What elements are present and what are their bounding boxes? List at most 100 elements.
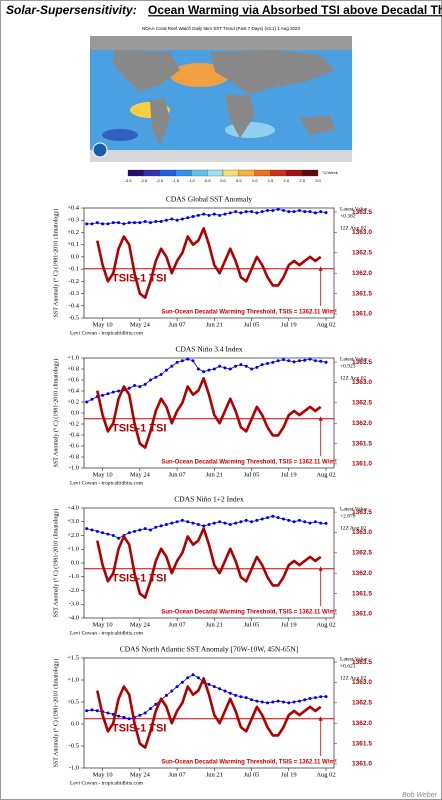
map-caption: NOAA Coral Reef Watch Daily 5km SST Tren… (142, 26, 301, 31)
credit: Levi Cowan - tropicaltidbits.com (70, 780, 144, 786)
x-tick-label: Jul 05 (244, 471, 260, 478)
colorbar-segment (175, 169, 192, 177)
sst-point (260, 210, 264, 214)
sst-point (255, 211, 259, 215)
sst-point (308, 696, 312, 700)
colorbar-label: 2.0 (284, 178, 290, 183)
y2-tick-label: 1363.5 (352, 659, 372, 666)
sst-point (234, 521, 238, 525)
sst-point (159, 524, 163, 528)
latest-label: Latest Value: (340, 356, 369, 362)
sst-point (212, 367, 216, 371)
sst-point (260, 700, 264, 704)
sst-point (239, 520, 243, 524)
sst-point (297, 359, 301, 363)
sst-point (313, 359, 317, 363)
sst-point (292, 520, 296, 524)
sst-point (239, 211, 243, 215)
sst-point (308, 521, 312, 525)
sst-point (186, 357, 190, 361)
sst-point (313, 696, 317, 700)
y-tick-label: -0.5 (69, 314, 79, 321)
sst-point (196, 213, 200, 217)
y-tick-label: +2.0 (67, 532, 79, 539)
sst-point (207, 682, 211, 686)
colorbar-segment (143, 169, 160, 177)
sst-point (281, 208, 285, 212)
x-tick-label: Jun 07 (169, 471, 187, 478)
y2-tick-label: 1362.5 (352, 550, 372, 557)
latest-label: Latest Value: (340, 506, 369, 512)
latest-time: 12Z Aug 02 (340, 525, 367, 531)
sst-point (303, 358, 307, 362)
latest-time: 12Z Aug 02 (340, 225, 367, 231)
sst-point (223, 521, 227, 525)
y-tick-label: +1.0 (67, 546, 79, 553)
sst-point (202, 370, 206, 374)
sst-point (175, 685, 179, 689)
arrow-head (318, 566, 323, 571)
colorbar-label: 1.0 (252, 178, 258, 183)
y-tick-label: -2.0 (69, 587, 79, 594)
x-tick-label: Jun 21 (206, 621, 223, 628)
sst-point (319, 695, 323, 699)
colorbar-segment (207, 169, 224, 177)
sst-point (111, 390, 115, 394)
annotation: TSIS-1 TSI (112, 723, 166, 735)
sst-point (271, 360, 275, 364)
x-tick-label: Jul 05 (244, 321, 260, 328)
x-tick-label: May 24 (130, 771, 151, 778)
sst-point (276, 516, 280, 520)
annotation: TSIS-1 TSI (112, 423, 166, 435)
x-tick-label: Jun 21 (206, 321, 223, 328)
colorbar-label: 0.5 (236, 178, 242, 183)
sst-point (175, 218, 179, 222)
sst-point (170, 521, 174, 525)
sst-point (260, 363, 264, 367)
colorbar-label: -2.0 (156, 178, 164, 183)
sst-point (292, 360, 296, 364)
sst-point (127, 221, 131, 225)
sst-point (223, 689, 227, 693)
sst-point (143, 527, 147, 531)
y-tick-label: -0.6 (69, 442, 80, 449)
sst-point (255, 365, 259, 369)
sst-point (148, 707, 152, 711)
chart-title: CDAS North Atlantic SST Anomaly [70W-10W… (120, 645, 299, 654)
sst-point (271, 700, 275, 704)
chart-title: CDAS Niño 1+2 Index (174, 495, 244, 504)
sst-point (244, 518, 248, 522)
x-tick-label: Aug 02 (316, 621, 335, 628)
y-tick-label: +1.5 (67, 654, 79, 661)
colorbar-segment (302, 169, 319, 177)
x-tick-label: Aug 02 (316, 771, 335, 778)
y2-tick-label: 1362.0 (352, 720, 372, 727)
threshold-label: Sun-Ocean Decadal Warming Threshold, TSI… (161, 459, 336, 466)
x-tick-label: May 24 (130, 621, 151, 628)
sst-point (239, 695, 243, 699)
sst-point (228, 367, 232, 371)
arrow-head (318, 416, 323, 421)
y-tick-label: -0.3 (69, 290, 79, 297)
threshold-label: Sun-Ocean Decadal Warming Threshold, TSI… (161, 309, 336, 316)
sst-point (138, 385, 142, 389)
sst-point (266, 362, 270, 365)
sst-point (324, 360, 328, 364)
credit: Levi Cowan - tropicaltidbits.com (70, 330, 144, 336)
x-tick-label: Jun 21 (206, 471, 223, 478)
sst-point (207, 523, 211, 526)
y-tick-label: +3.0 (67, 518, 79, 525)
sst-point (143, 711, 147, 715)
arrow-head (318, 716, 323, 721)
y-axis-label: SST Anomaly (° C) (1981-2010 climatology… (52, 659, 59, 768)
sst-point (106, 222, 110, 226)
colorbar-segment (127, 169, 144, 177)
credit: Levi Cowan - tropicaltidbits.com (70, 630, 144, 636)
sst-point (324, 695, 328, 699)
sst-point (308, 357, 312, 361)
y2-tick-label: 1363.5 (352, 209, 372, 216)
y2-tick-label: 1361.0 (352, 611, 372, 618)
sst-point (276, 699, 280, 703)
latest-label: Latest Value: (340, 206, 369, 212)
y-tick-label: 0.0 (71, 409, 79, 416)
